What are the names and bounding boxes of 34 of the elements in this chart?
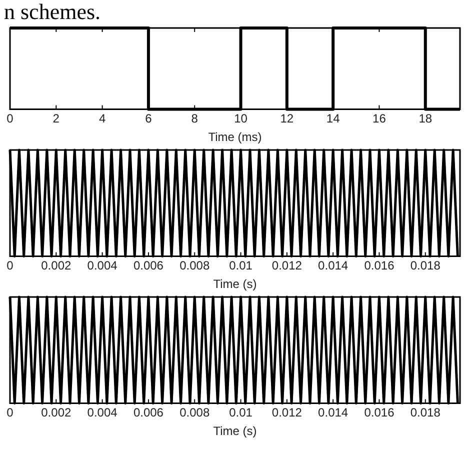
x-tick-label: 0.01 [229, 406, 253, 420]
x-tick-label: 0.008 [180, 258, 210, 273]
x-tick-label: 10 [234, 112, 248, 126]
x-tick-label: 12 [280, 112, 294, 126]
x-tick-label: 0.006 [133, 406, 164, 420]
x-tick-label: 0.002 [41, 258, 72, 273]
x-tick-label: 8 [191, 112, 198, 126]
text: n schemes. [3, 0, 102, 24]
x-tick-label: 0 [6, 406, 14, 420]
x-tick-label: 0.006 [133, 258, 164, 273]
x-tick-label: 0.018 [410, 406, 441, 420]
x-tick-label: 0.016 [364, 406, 395, 420]
x-axis-title: Time (s) [213, 424, 257, 438]
x-tick-label: 2 [52, 112, 60, 126]
x-tick-label: 0.012 [272, 406, 302, 420]
x-tick-label: 0.008 [180, 406, 210, 420]
x-axis-title: Time (s) [213, 277, 257, 292]
x-tick-label: 0 [6, 258, 14, 273]
x-axis-title: Time (ms) [208, 130, 262, 144]
x-tick-label: 0.01 [229, 258, 253, 273]
x-tick-label: 14 [326, 112, 340, 126]
x-tick-label: 0.016 [364, 258, 395, 273]
x-tick-label: 0.004 [87, 406, 118, 420]
x-tick-label: 0.018 [410, 258, 441, 273]
x-tick-label: 0.014 [318, 258, 348, 273]
x-tick-label: 0.014 [318, 406, 348, 420]
x-tick-label: 16 [372, 112, 386, 126]
x-tick-label: 4 [98, 112, 106, 126]
x-tick-label: 0.004 [87, 258, 118, 273]
x-tick-label: 0 [6, 112, 14, 126]
x-tick-label: 18 [418, 112, 432, 126]
x-tick-label: 0.012 [272, 258, 302, 273]
x-tick-label: 0.002 [41, 406, 72, 420]
x-tick-label: 6 [145, 112, 152, 126]
